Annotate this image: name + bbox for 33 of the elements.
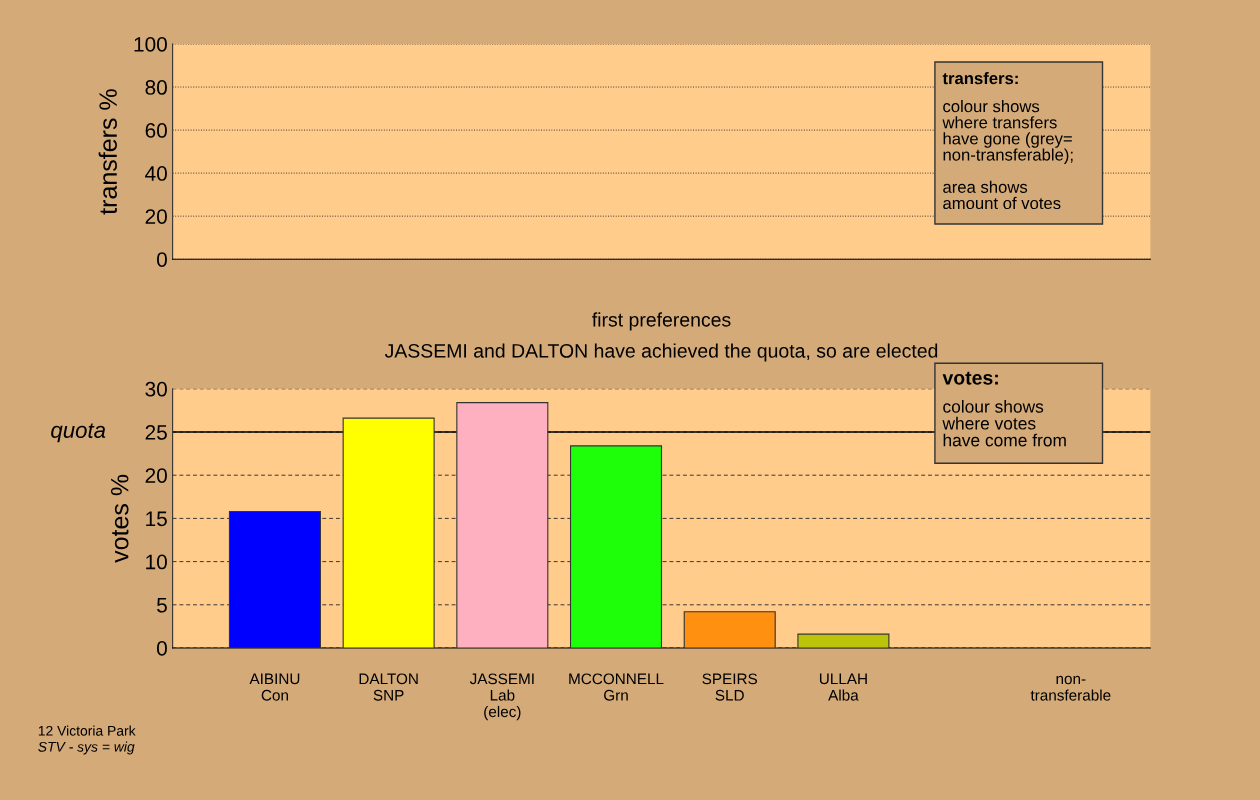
y-tick-label: 0 xyxy=(156,252,167,267)
y-tick-label: 25 xyxy=(145,425,167,440)
y-axis-title: votes % xyxy=(110,474,129,563)
x-tick-label: MCCONNELL Grn xyxy=(569,673,664,701)
y-tick-label: 80 xyxy=(145,80,167,95)
y-tick-label: 100 xyxy=(134,37,167,52)
y-tick-label: 20 xyxy=(145,209,167,224)
y-tick-label: 20 xyxy=(145,468,167,483)
y-tick-label: 30 xyxy=(145,381,167,397)
chart-subtitle: JASSEMI and DALTON have achieved the quota, so are elected xyxy=(384,343,938,362)
chart-title: first preferences xyxy=(592,312,731,331)
x-tick-label: DALTON SNP xyxy=(359,673,418,701)
bar xyxy=(683,611,776,648)
text: 12 Victoria Park xyxy=(38,725,136,736)
text: votes: xyxy=(942,371,998,385)
y-tick-label: 40 xyxy=(145,166,167,181)
x-tick-label: AIBINU Con xyxy=(249,673,300,701)
y-tick-label: 60 xyxy=(145,123,167,138)
y-tick-label: 5 xyxy=(157,598,167,613)
y-axis-title: transfers % xyxy=(98,89,117,215)
text: STV - sys = wig xyxy=(38,741,135,755)
x-tick-label: SPEIRS SLD xyxy=(702,673,758,701)
ref-line-label: quota xyxy=(51,423,106,443)
bar xyxy=(797,633,890,648)
y-tick-label: 0 xyxy=(156,641,167,656)
annotation: colour shows where votes have come from xyxy=(942,400,1066,447)
y-tick-label: 15 xyxy=(146,511,167,527)
y-tick-label: 10 xyxy=(146,554,167,570)
annotation: transfers: xyxy=(942,72,1018,85)
annotation: colour shows where transfers have gone (grey= non-transferable); area shows amount of votes xyxy=(942,100,1073,210)
x-tick-label: non- transferable xyxy=(1030,675,1111,701)
x-tick-label: JASSEMI Lab (elec) xyxy=(469,673,534,721)
x-tick-label: ULLAH Alba xyxy=(819,673,867,701)
